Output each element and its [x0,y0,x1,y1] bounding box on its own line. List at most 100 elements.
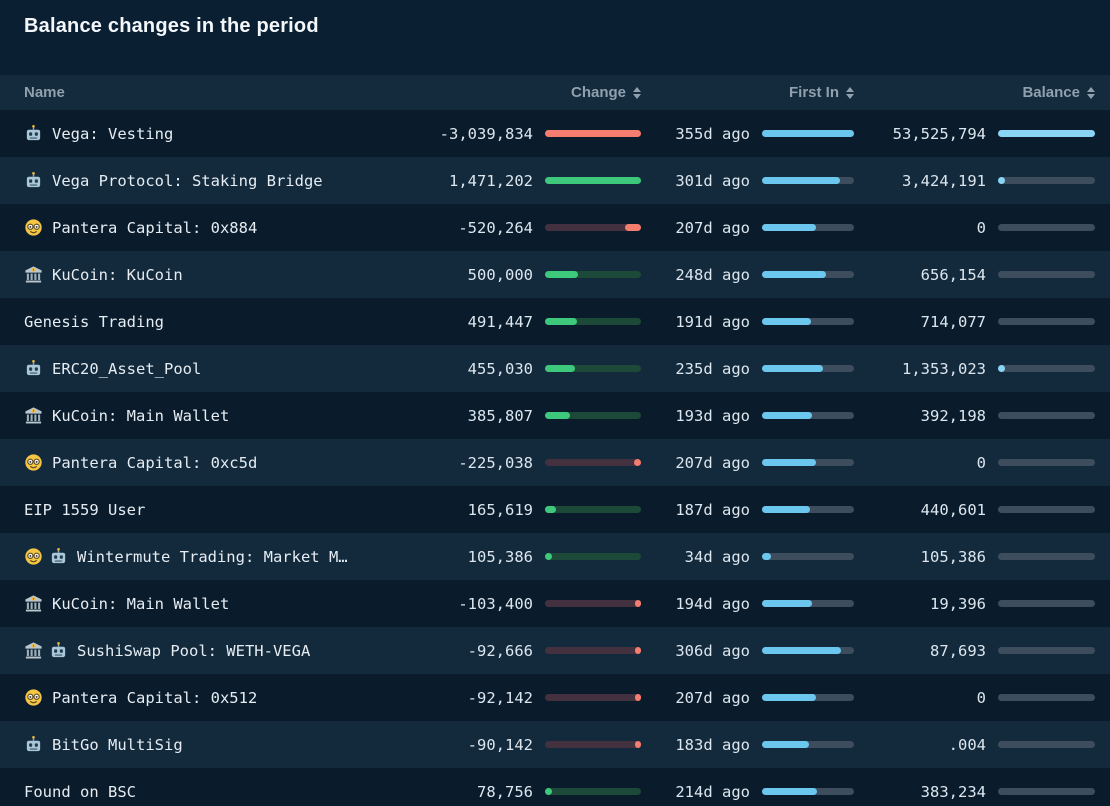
table-row[interactable]: Vega: Vesting -3,039,834 355d ago 53,525… [0,110,1110,157]
wallet-icons [24,359,43,378]
first-in-bar [762,365,854,372]
first-in-bar [762,506,854,513]
table-row[interactable]: Wintermute Trading: Market M… 105,386 34… [0,533,1110,580]
first-in-bar [762,788,854,795]
change-value: 385,807 [467,406,533,425]
change-bar [545,271,641,278]
balance-value: 714,077 [920,312,986,331]
first-in-bar [762,553,854,560]
robot-icon [49,547,68,566]
wallet-name-cell: BitGo MultiSig [24,735,359,754]
wallet-name-cell: ERC20_Asset_Pool [24,359,359,378]
wallet-icons [24,641,68,660]
change-bar [545,459,641,466]
change-value: -92,666 [467,641,533,660]
wallet-icons [24,735,43,754]
first-in-value: 301d ago [675,171,750,190]
table-row[interactable]: SushiSwap Pool: WETH-VEGA -92,666 306d a… [0,627,1110,674]
wallet-name-cell: EIP 1559 User [24,501,359,519]
table-body: Vega: Vesting -3,039,834 355d ago 53,525… [0,110,1110,806]
column-header-first-in[interactable]: First In [789,84,854,101]
change-value: -520,264 [458,218,533,237]
balance-bar [998,553,1095,560]
balance-value: 0 [976,688,986,707]
balance-bar [998,600,1095,607]
wallet-name: Found on BSC [24,782,136,801]
nerd-face-icon [24,547,43,566]
balance-bar [998,271,1095,278]
balance-value: 0 [976,453,986,472]
change-bar [545,318,641,325]
table-row[interactable]: Pantera Capital: 0x512 -92,142 207d ago … [0,674,1110,721]
change-bar [545,600,641,607]
first-in-value: 207d ago [675,218,750,237]
balance-value: 440,601 [920,500,986,519]
balance-value: 19,396 [930,594,986,613]
balance-bar [998,694,1095,701]
change-bar [545,694,641,701]
bank-icon [24,406,43,425]
wallet-icons [24,265,43,284]
change-value: 105,386 [467,547,533,566]
change-bar [545,177,641,184]
change-bar [545,741,641,748]
change-value: 78,756 [477,782,533,801]
first-in-value: 306d ago [675,641,750,660]
balance-bar [998,459,1095,466]
wallet-name-cell: KuCoin: Main Wallet [24,406,359,425]
column-header-change[interactable]: Change [571,84,641,101]
table-row[interactable]: Vega Protocol: Staking Bridge 1,471,202 … [0,157,1110,204]
robot-icon [24,735,43,754]
balance-bar [998,365,1095,372]
balance-value: 392,198 [920,406,986,425]
change-bar [545,788,641,795]
first-in-value: 355d ago [675,124,750,143]
first-in-value: 34d ago [684,547,750,566]
change-value: 1,471,202 [449,171,533,190]
nerd-face-icon [24,218,43,237]
table-row[interactable]: ERC20_Asset_Pool 455,030 235d ago 1,353,… [0,345,1110,392]
first-in-bar [762,412,854,419]
balance-bar [998,741,1095,748]
wallet-name-cell: Found on BSC [24,783,359,801]
table-row[interactable]: KuCoin: Main Wallet -103,400 194d ago 19… [0,580,1110,627]
wallet-name: EIP 1559 User [24,500,146,519]
table-row[interactable]: EIP 1559 User 165,619 187d ago 440,601 [0,486,1110,533]
wallet-name: Vega: Vesting [52,124,174,143]
change-bar [545,553,641,560]
table-row[interactable]: Pantera Capital: 0xc5d -225,038 207d ago… [0,439,1110,486]
change-value: 455,030 [467,359,533,378]
balance-bar [998,788,1095,795]
table-row[interactable]: Pantera Capital: 0x884 -520,264 207d ago… [0,204,1110,251]
wallet-icons [24,547,68,566]
wallet-icons [24,688,43,707]
page-title: Balance changes in the period [24,15,319,37]
first-in-bar [762,318,854,325]
balance-value: 0 [976,218,986,237]
balance-bar [998,177,1095,184]
table-row[interactable]: BitGo MultiSig -90,142 183d ago .004 [0,721,1110,768]
table-row[interactable]: Found on BSC 78,756 214d ago 383,234 [0,768,1110,806]
balance-bar [998,224,1095,231]
balance-bar [998,318,1095,325]
change-bar [545,647,641,654]
table-row[interactable]: KuCoin: KuCoin 500,000 248d ago 656,154 [0,251,1110,298]
wallet-name-cell: KuCoin: KuCoin [24,265,359,284]
wallet-name: Wintermute Trading: Market M… [77,547,348,566]
table-header-row: Name Change First In Balance [0,75,1110,110]
change-value: 491,447 [467,312,533,331]
first-in-bar [762,694,854,701]
balance-value: 3,424,191 [902,171,986,190]
column-header-name[interactable]: Name [24,84,65,101]
table-row[interactable]: Genesis Trading 491,447 191d ago 714,077 [0,298,1110,345]
change-bar [545,130,641,137]
column-header-balance[interactable]: Balance [1022,84,1095,101]
change-value: -90,142 [467,735,533,754]
widget-title-bar: Balance changes in the period [0,0,1110,75]
first-in-bar [762,647,854,654]
first-in-value: 183d ago [675,735,750,754]
wallet-name-cell: Pantera Capital: 0xc5d [24,453,359,472]
bank-icon [24,265,43,284]
table-row[interactable]: KuCoin: Main Wallet 385,807 193d ago 392… [0,392,1110,439]
wallet-name: Pantera Capital: 0x884 [52,218,258,237]
